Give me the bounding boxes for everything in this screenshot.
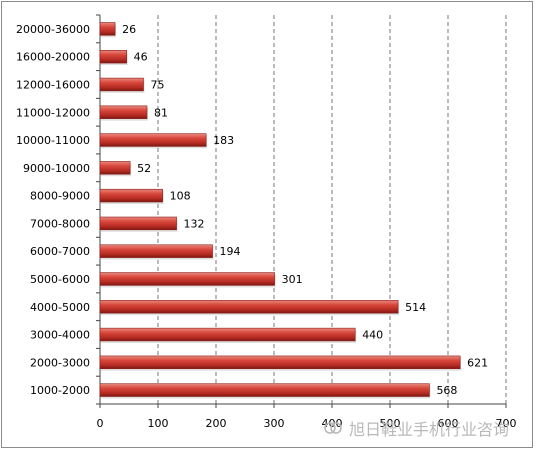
data-label: 440	[362, 329, 383, 342]
category-label: 9000-10000	[23, 162, 90, 175]
category-label: 6000-7000	[30, 245, 90, 258]
category-label: 7000-8000	[30, 217, 90, 230]
category-label: 1000-2000	[30, 384, 90, 397]
bar-11000-12000	[99, 105, 148, 119]
bar-7000-8000	[99, 216, 177, 231]
data-label: 194	[220, 245, 241, 258]
x-tick-label-100: 100	[148, 417, 169, 430]
category-label: 10000-11000	[16, 134, 90, 147]
bar-2000-3000	[99, 355, 461, 370]
grid-lines	[157, 15, 507, 404]
data-label: 81	[154, 106, 168, 119]
bar-9000-10000	[99, 161, 131, 175]
bar-3000-4000	[99, 327, 356, 342]
bar-10000-11000	[99, 133, 207, 147]
bars	[99, 22, 462, 399]
data-label: 514	[405, 301, 426, 314]
data-label: 26	[122, 23, 136, 36]
axes	[96, 14, 507, 408]
x-tick-label-0: 0	[97, 417, 104, 430]
data-label: 75	[151, 78, 165, 91]
data-label: 301	[282, 273, 303, 286]
x-tick-label-200: 200	[206, 417, 227, 430]
bar-20000-36000	[99, 22, 116, 36]
bar-6000-7000	[99, 244, 213, 258]
data-label: 46	[134, 51, 148, 64]
category-label: 11000-12000	[16, 106, 90, 119]
data-label: 132	[184, 217, 205, 230]
bar-16000-20000	[99, 49, 127, 64]
category-label: 8000-9000	[30, 190, 90, 203]
category-label: 12000-16000	[16, 78, 90, 91]
bar-8000-9000	[99, 188, 163, 203]
data-label: 108	[170, 190, 191, 203]
bar-5000-6000	[99, 272, 275, 286]
data-label: 183	[213, 134, 234, 147]
bar-12000-16000	[99, 77, 144, 92]
x-tick-label-600: 600	[438, 417, 459, 430]
bar-4000-5000	[99, 300, 399, 314]
watermark: 旭日鞋业手机行业咨询	[323, 416, 523, 440]
data-label: 52	[137, 162, 151, 175]
category-label: 20000-36000	[16, 23, 90, 36]
category-label: 3000-4000	[30, 329, 90, 342]
category-label: 5000-6000	[30, 273, 90, 286]
category-label: 2000-3000	[30, 356, 90, 369]
x-tick-label-300: 300	[264, 417, 285, 430]
x-tick-label-500: 500	[380, 417, 401, 430]
category-label: 16000-20000	[16, 51, 90, 64]
wechat-channel-icon	[324, 422, 342, 434]
category-label: 4000-5000	[30, 301, 90, 314]
x-tick-label-700: 700	[496, 417, 517, 430]
data-label: 621	[467, 356, 488, 369]
watermark-text: 旭日鞋业手机行业咨询	[349, 420, 510, 439]
bar-1000-2000	[99, 383, 430, 397]
data-label: 568	[436, 384, 457, 397]
